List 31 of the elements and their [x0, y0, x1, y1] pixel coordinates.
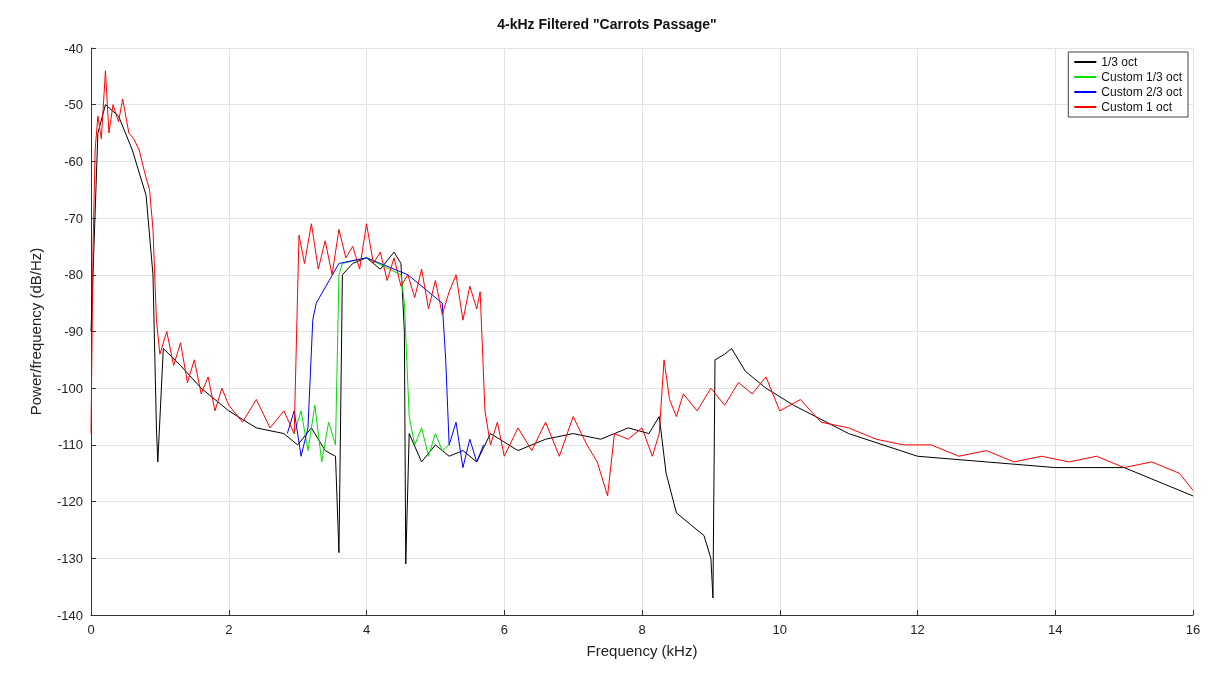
y-tick-label: -80 [64, 267, 83, 283]
legend-label: Custom 1/3 oct [1101, 70, 1183, 84]
x-tick-label: 2 [225, 622, 233, 637]
x-tick-label: 14 [1048, 622, 1063, 637]
legend-label: Custom 2/3 oct [1101, 85, 1183, 99]
y-tick-label: -50 [64, 97, 83, 113]
y-tick-label: -60 [64, 153, 83, 169]
line-series [90, 104, 1194, 599]
x-tick-label: 10 [772, 622, 787, 637]
x-tick-label: 6 [500, 622, 508, 637]
y-tick-label: -130 [56, 550, 83, 566]
y-tick-label: -140 [56, 607, 83, 623]
line-series [293, 257, 450, 463]
y-tick-label: -100 [56, 380, 83, 396]
x-tick-label: 0 [87, 622, 95, 637]
line-series [90, 70, 1194, 497]
y-axis-title: Power/frequency (dB/Hz) [27, 247, 44, 416]
x-tick-label: 4 [362, 622, 371, 637]
x-tick-label: 16 [1185, 622, 1201, 637]
chart-title: 4-kHz Filtered "Carrots Passage" [497, 16, 717, 32]
y-tick-label: -110 [57, 437, 83, 453]
y-tick-label: -70 [64, 210, 83, 226]
y-tick-label: -120 [56, 494, 83, 510]
y-tick-label: -40 [64, 40, 83, 56]
x-axis-title: Frequency (kHz) [586, 642, 698, 659]
y-tick-label: -90 [64, 324, 83, 339]
x-tick-label: 12 [910, 622, 925, 637]
line-series [286, 257, 485, 469]
x-tick-label: 8 [638, 622, 646, 637]
legend-label: 1/3 oct [1101, 55, 1138, 69]
legend-label: Custom 1 oct [1101, 100, 1173, 114]
